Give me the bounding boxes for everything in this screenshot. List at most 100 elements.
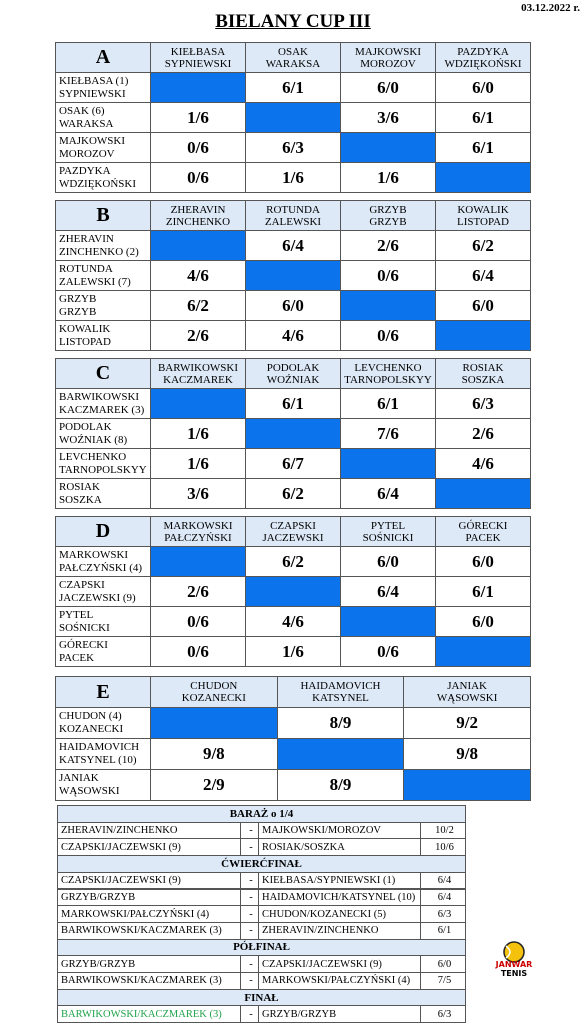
score-text: 6/1 — [377, 393, 399, 413]
score-cell: 6/1 — [435, 576, 531, 607]
score-cell: 6/1 — [435, 102, 531, 133]
score-cell: 6/0 — [340, 546, 436, 577]
separator-text: - — [249, 975, 253, 987]
match-score: 6/4 — [420, 871, 466, 890]
column-header-line: LEVCHENKO — [354, 361, 422, 374]
row-header: GÓRECKI PACEK — [55, 636, 151, 667]
score-cell: 0/6 — [150, 606, 246, 637]
row-header-line: MARKOWSKI — [59, 548, 129, 561]
separator: - — [240, 905, 259, 923]
row-header-line: ZALEWSKI (7) — [59, 275, 131, 288]
diagonal-cell — [340, 606, 436, 637]
round-title-text: BARAŻ o 1/4 — [229, 807, 294, 820]
title: BIELANY CUP III — [215, 11, 371, 32]
column-header-line: WARAKSA — [265, 57, 321, 70]
score-text: 0/6 — [187, 641, 209, 661]
score-text: 1/6 — [377, 167, 399, 187]
separator: - — [240, 838, 259, 857]
score-cell: 3/6 — [150, 478, 246, 509]
row-header-line: GÓRECKI — [59, 638, 108, 651]
score-text: 0/6 — [377, 265, 399, 285]
diagonal-cell — [340, 132, 436, 163]
column-header-line: PAZDYKA — [457, 45, 509, 58]
row-header-line: MOROZOV — [59, 147, 115, 160]
column-header-line: MAJKOWSKI — [355, 45, 421, 58]
score-cell: 1/6 — [245, 162, 341, 193]
round-title: ĆWIERĆFINAŁ — [57, 855, 466, 873]
team-home-text: BARWIKOWSKI/KACZMAREK (3) — [61, 925, 222, 937]
match-score: 6/3 — [420, 905, 466, 923]
team-away: HAIDAMOVICH/KATSYNEL (10) — [258, 888, 421, 907]
diagonal-cell — [435, 636, 531, 667]
team-away-text: GRZYB/GRZYB — [262, 1008, 337, 1020]
score-text: 6/7 — [282, 453, 304, 473]
match-score: 6/0 — [420, 955, 466, 973]
group-letter: A — [55, 42, 151, 73]
score-cell: 4/6 — [150, 260, 246, 291]
row-header: KIEŁBASA (1) SYPNIEWSKI — [55, 72, 151, 103]
score-cell: 6/0 — [435, 72, 531, 103]
separator: - — [240, 821, 259, 840]
team-home-text: BARWIKOWSKI/KACZMAREK (3) — [61, 975, 222, 987]
row-header-line: JANIAK — [59, 772, 99, 784]
column-header: GÓRECKI PACEK — [435, 516, 531, 547]
column-header-line: KACZMAREK — [163, 373, 233, 386]
column-header-line: KATSYNEL — [312, 692, 369, 704]
column-header-line: JACZEWSKI — [262, 531, 324, 544]
column-header: BARWIKOWSKI KACZMAREK — [150, 358, 246, 389]
team-away: MAJKOWSKI/MOROZOV — [258, 821, 421, 840]
group-letter: B — [55, 200, 151, 231]
column-header: ZHERAVIN ZINCHENKO — [150, 200, 246, 231]
logo-text: TENIS — [500, 969, 528, 978]
score-cell: 3/6 — [340, 102, 436, 133]
match-score-text: 6/3 — [437, 1008, 452, 1020]
row-header-line: WOŹNIAK (8) — [59, 433, 128, 446]
diagonal-cell — [245, 260, 341, 291]
logo: JANWAR TENIS — [494, 940, 534, 980]
row-header-line: HAIDAMOVICH — [59, 741, 140, 753]
score-text: 8/9 — [329, 713, 352, 732]
score-text: 4/6 — [282, 611, 304, 631]
match-score: 6/3 — [420, 1005, 466, 1024]
row-header-line: ZHERAVIN — [59, 232, 114, 245]
column-header: OSAK WARAKSA — [245, 42, 341, 73]
separator-text: - — [249, 925, 253, 937]
team-home: GRZYB/GRZYB — [57, 888, 241, 907]
score-cell: 1/6 — [150, 418, 246, 449]
group-letter-text: D — [95, 520, 111, 542]
score-cell: 4/6 — [245, 606, 341, 637]
row-header: MARKOWSKI PAŁCZYŃSKI (4) — [55, 546, 151, 577]
column-header: PYTEL SOŚNICKI — [340, 516, 436, 547]
column-header-line: PODOLAK — [266, 361, 320, 374]
row-header-line: OSAK (6) — [59, 104, 105, 117]
score-cell: 9/2 — [403, 707, 531, 739]
row-header-line: SOŚNICKI — [59, 621, 110, 634]
score-text: 6/0 — [472, 551, 494, 571]
score-text: 6/0 — [377, 77, 399, 97]
column-header: MARKOWSKI PAŁCZYŃSKI — [150, 516, 246, 547]
diagonal-cell — [245, 418, 341, 449]
row-header-line: WDZIĘKOŃSKI — [59, 177, 136, 190]
row-header-line: CZAPSKI — [59, 578, 105, 591]
team-away-text: MARKOWSKI/PAŁCZYŃSKI (4) — [262, 975, 411, 987]
score-cell: 9/8 — [403, 738, 531, 770]
column-header: KOWALIK LISTOPAD — [435, 200, 531, 231]
row-header: PYTEL SOŚNICKI — [55, 606, 151, 637]
score-cell: 2/9 — [150, 769, 278, 801]
team-home: BARWIKOWSKI/KACZMAREK (3) — [57, 1005, 241, 1024]
diagonal-cell — [276, 738, 405, 770]
match-score-text: 7/5 — [437, 975, 452, 987]
column-header-line: ZHERAVIN — [170, 203, 226, 216]
column-header-line: SOŚNICKI — [362, 531, 414, 544]
score-text: 9/8 — [202, 744, 225, 763]
score-text: 6/4 — [377, 483, 399, 503]
row-header: MAJKOWSKI MOROZOV — [55, 132, 151, 163]
row-header-line: GRZYB — [59, 305, 97, 318]
score-text: 6/2 — [187, 295, 209, 315]
team-away-text: ROSIAK/SOSZKA — [262, 841, 345, 853]
score-cell: 6/3 — [435, 388, 531, 419]
row-header: PAZDYKA WDZIĘKOŃSKI — [55, 162, 151, 193]
column-header-line: SYPNIEWSKI — [164, 57, 232, 70]
score-cell: 2/6 — [435, 418, 531, 449]
match-score-text: 10/6 — [435, 841, 454, 853]
